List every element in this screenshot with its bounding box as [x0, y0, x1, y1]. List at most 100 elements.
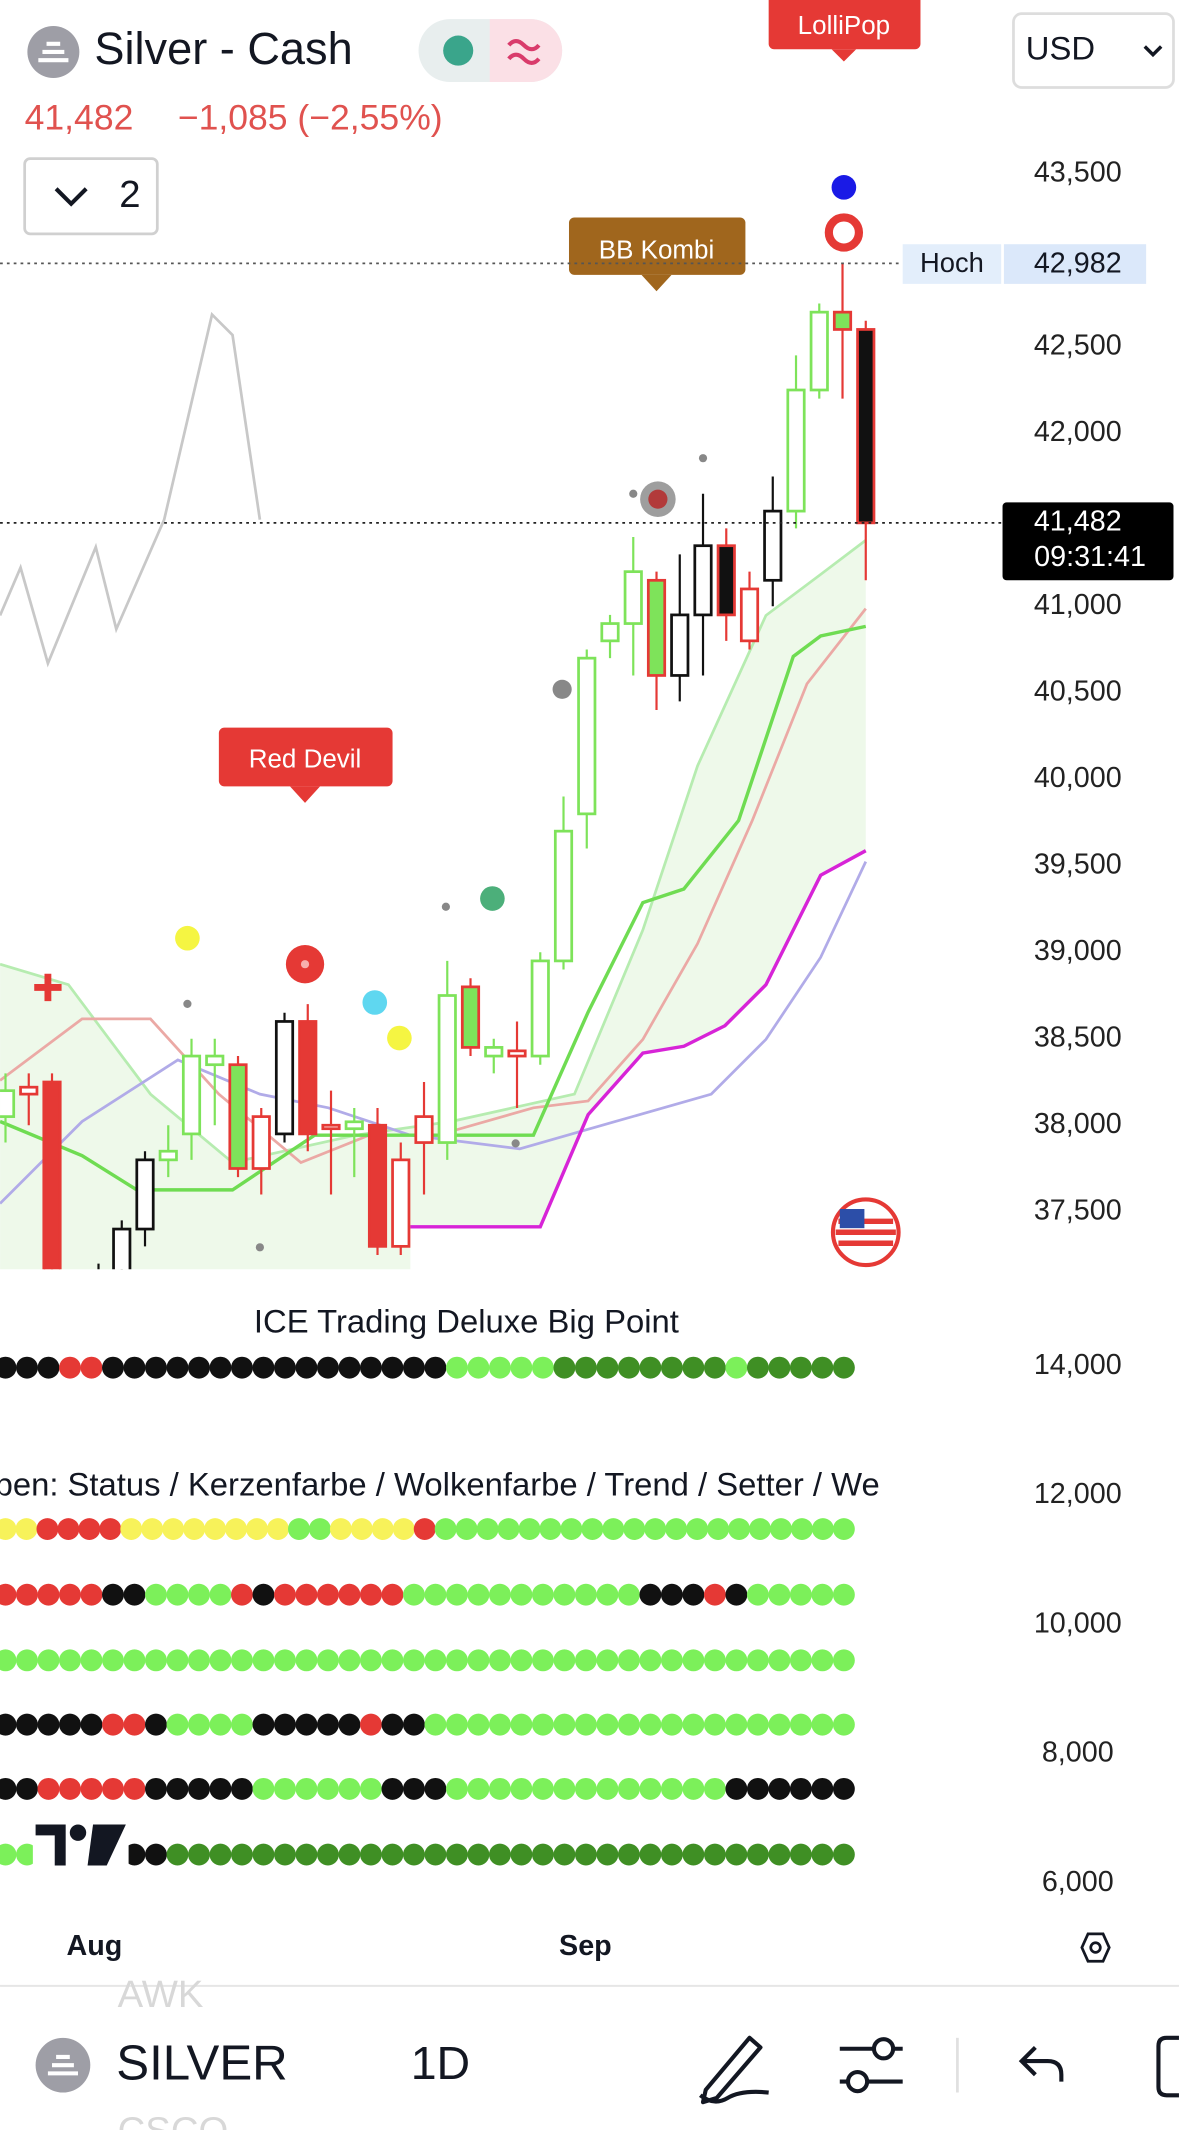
state-dot: [553, 1649, 576, 1672]
state-dot: [188, 1583, 210, 1606]
state-dot: [531, 1649, 554, 1672]
state-dot: [0, 1713, 17, 1736]
candle-body: [367, 1123, 388, 1248]
y-tick-label: 14,000: [1034, 1349, 1122, 1381]
symbol-icon-bars: [47, 2054, 78, 2076]
state-dot: [102, 1777, 124, 1800]
state-dot: [596, 1583, 619, 1606]
state-dot: [553, 1843, 576, 1866]
state-dot: [338, 1356, 361, 1379]
indicator-legend: pen: Status / Kerzenfarbe / Wolkenfarbe …: [0, 1465, 880, 1502]
countdown: 09:31:41: [1034, 541, 1146, 573]
signal-dot: [255, 1243, 264, 1252]
state-dot: [16, 1583, 38, 1606]
state-dot: [617, 1649, 640, 1672]
candle-body: [763, 509, 783, 582]
state-dot: [231, 1649, 253, 1672]
state-dot: [392, 1518, 415, 1540]
state-dot: [274, 1713, 296, 1736]
state-dot: [424, 1649, 447, 1672]
candle-body: [530, 959, 550, 1058]
market-status-dot: [443, 35, 474, 66]
indicator-toggle[interactable]: [23, 157, 159, 236]
state-dot: [0, 1649, 17, 1672]
fullscreen-icon[interactable]: [1156, 2035, 1179, 2098]
y-tick-label: 40,000: [1034, 762, 1122, 794]
draw-tool-icon[interactable]: [698, 2035, 769, 2105]
footer-interval[interactable]: 1D: [411, 2037, 470, 2089]
state-dot: [80, 1713, 103, 1736]
high-label-box: [902, 244, 1002, 284]
state-dot: [252, 1649, 275, 1672]
settings-icon[interactable]: [1080, 1932, 1111, 1963]
state-dot: [295, 1713, 318, 1736]
state-dot: [37, 1356, 60, 1379]
state-dot: [467, 1649, 490, 1672]
state-dot: [204, 1518, 227, 1540]
state-dot: [162, 1518, 185, 1540]
undo-icon[interactable]: [1018, 2045, 1064, 2082]
candle-body: [786, 388, 806, 513]
state-dot: [267, 1518, 289, 1540]
y-tick-label: 42,000: [1034, 416, 1122, 448]
state-dot: [660, 1777, 683, 1800]
state-dot: [424, 1713, 447, 1736]
state-dot: [403, 1583, 425, 1606]
state-dot: [660, 1649, 683, 1672]
currency-select[interactable]: [1012, 12, 1175, 89]
state-dot: [581, 1518, 604, 1540]
state-dot: [360, 1843, 382, 1866]
state-dot: [209, 1713, 232, 1736]
candle-body: [600, 622, 620, 643]
y-tick-label: 41,000: [1034, 589, 1122, 621]
state-dot: [37, 1649, 60, 1672]
state-dot: [0, 1583, 17, 1606]
footer-symbol[interactable]: SILVER: [116, 2036, 287, 2091]
state-dot: [531, 1843, 554, 1866]
state-dot: [832, 1713, 855, 1736]
state-dot: [789, 1649, 812, 1672]
state-dot: [145, 1843, 167, 1866]
state-dot: [338, 1843, 361, 1866]
state-dot: [381, 1777, 404, 1800]
state-dot: [15, 1518, 38, 1540]
candle-body: [228, 1063, 248, 1170]
state-dot: [166, 1843, 189, 1866]
state-dot: [768, 1649, 791, 1672]
high-value: 42,982: [1034, 247, 1122, 279]
annotation-text: BB Kombi: [599, 235, 714, 265]
state-dot: [338, 1583, 361, 1606]
state-dot: [381, 1583, 404, 1606]
candle-body: [344, 1120, 364, 1131]
y-tick-label: 6,000: [1042, 1866, 1114, 1898]
state-dot: [371, 1518, 394, 1540]
x-tick-label: Sep: [559, 1930, 612, 1962]
lavender-line: [0, 861, 868, 1205]
state-dot: [531, 1356, 554, 1379]
candle-body: [856, 328, 876, 525]
state-dot: [789, 1713, 812, 1736]
state-dot: [57, 1518, 80, 1540]
state-dot: [188, 1356, 210, 1379]
state-dot: [617, 1583, 640, 1606]
state-dot: [510, 1843, 533, 1866]
state-dot: [725, 1713, 748, 1736]
state-dot: [123, 1843, 146, 1866]
state-dot: [510, 1777, 533, 1800]
signal-dot: [362, 990, 388, 1015]
state-dot: [360, 1777, 382, 1800]
state-dot: [553, 1356, 576, 1379]
indicator-count: 2: [119, 173, 140, 216]
state-dot: [317, 1713, 339, 1736]
candle-body: [298, 1020, 318, 1136]
state-dot: [338, 1777, 361, 1800]
state-dot: [123, 1713, 146, 1736]
state-dot: [811, 1649, 834, 1672]
state-dot: [768, 1713, 791, 1736]
state-dot: [252, 1843, 275, 1866]
watchlist-item: CSCO: [118, 2110, 229, 2130]
state-dot: [99, 1518, 122, 1540]
candle-body: [460, 985, 481, 1049]
state-dot: [308, 1518, 331, 1540]
signal-plus: [34, 973, 62, 1002]
